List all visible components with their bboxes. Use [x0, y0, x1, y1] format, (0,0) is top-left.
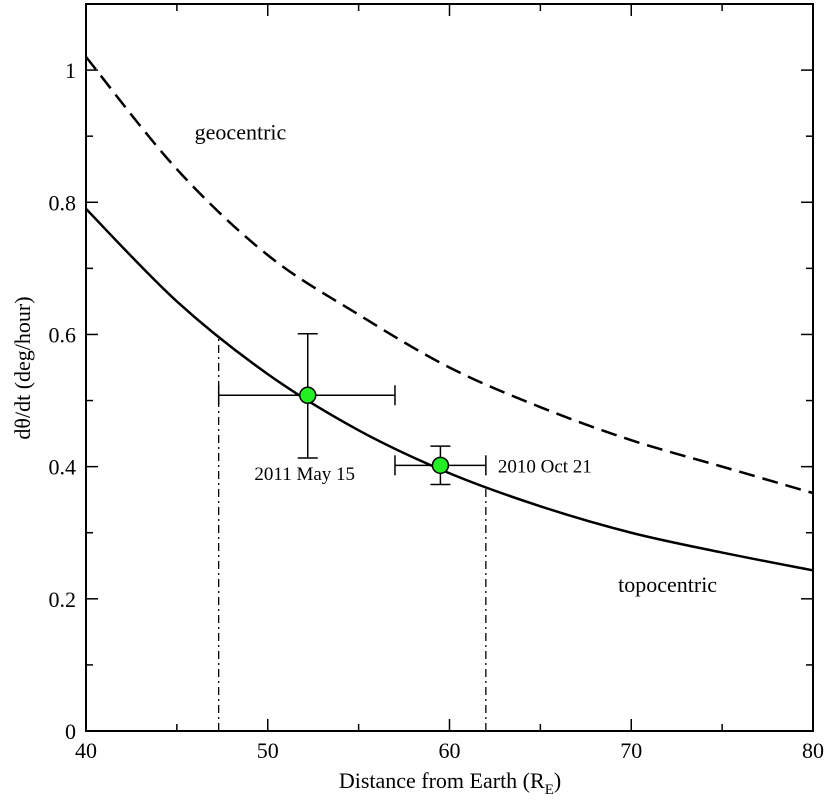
y-tick-label: 0: [65, 719, 76, 744]
topocentric-curve: [86, 208, 813, 572]
data-point-marker: [298, 386, 317, 405]
x-tick-label: 80: [802, 738, 824, 763]
y-tick-label: 0.6: [49, 322, 77, 347]
x-tick-label: 40: [75, 738, 97, 763]
curve-annotation: topocentric: [618, 572, 717, 597]
point-label: 2011 May 15: [254, 464, 355, 485]
point-label: 2010 Oct 21: [498, 456, 592, 477]
annotations: 2011 May 15 2010 Oct 21 geocentric topocent…: [195, 119, 718, 597]
x-tick-label: 70: [620, 738, 642, 763]
x-tick-label: 50: [257, 738, 279, 763]
y-tick-label: 1: [65, 58, 76, 83]
curve-annotation: geocentric: [195, 119, 287, 144]
geocentric-curve: [86, 56, 813, 495]
data-points: [217, 333, 487, 486]
x-axis-label: Distance from Earth (RE): [339, 768, 561, 798]
y-axis-label: dθ/dt (deg/hour): [10, 296, 35, 439]
y-tick-label: 0.4: [49, 455, 77, 480]
y-tick-label: 0.2: [49, 587, 77, 612]
x-tick-label: 60: [439, 738, 461, 763]
tick-labels: 40 50 60 70 80 0 0.2 0.4 0.6 0.8 1: [49, 58, 825, 763]
data-point-marker: [431, 456, 450, 475]
y-tick-label: 0.8: [49, 190, 77, 215]
vertical-lines: [218, 334, 487, 731]
axis-ticks: [85, 3, 814, 732]
